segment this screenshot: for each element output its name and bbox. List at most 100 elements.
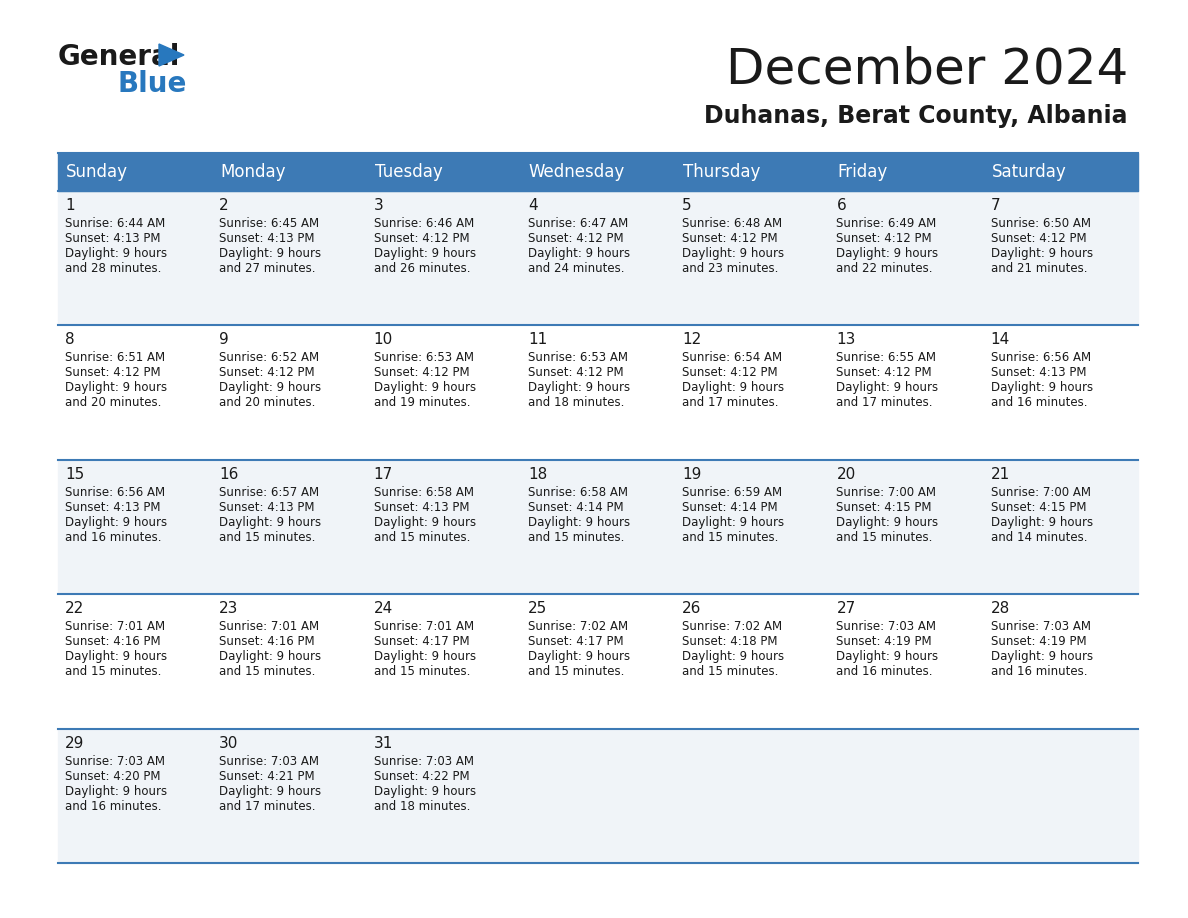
Text: and 15 minutes.: and 15 minutes. [527, 531, 624, 543]
Text: 30: 30 [220, 735, 239, 751]
Text: Sunset: 4:16 PM: Sunset: 4:16 PM [65, 635, 160, 648]
Text: 2: 2 [220, 198, 229, 213]
Text: Sunrise: 6:53 AM: Sunrise: 6:53 AM [373, 352, 474, 364]
Text: 12: 12 [682, 332, 701, 347]
Text: Sunrise: 6:48 AM: Sunrise: 6:48 AM [682, 217, 782, 230]
Text: Sunset: 4:20 PM: Sunset: 4:20 PM [65, 769, 160, 783]
Text: Sunset: 4:12 PM: Sunset: 4:12 PM [836, 366, 933, 379]
Text: and 20 minutes.: and 20 minutes. [65, 397, 162, 409]
Text: Daylight: 9 hours: Daylight: 9 hours [220, 785, 322, 798]
Text: 7: 7 [991, 198, 1000, 213]
Text: Sunrise: 6:50 AM: Sunrise: 6:50 AM [991, 217, 1091, 230]
Text: and 15 minutes.: and 15 minutes. [220, 531, 316, 543]
Text: and 16 minutes.: and 16 minutes. [991, 397, 1087, 409]
Text: Monday: Monday [220, 163, 286, 181]
Text: Sunrise: 6:45 AM: Sunrise: 6:45 AM [220, 217, 320, 230]
Text: and 14 minutes.: and 14 minutes. [991, 531, 1087, 543]
Text: Sunday: Sunday [67, 163, 128, 181]
Text: Daylight: 9 hours: Daylight: 9 hours [220, 650, 322, 663]
Text: Sunrise: 6:54 AM: Sunrise: 6:54 AM [682, 352, 782, 364]
Bar [58, 325, 1138, 460]
Text: Tuesday: Tuesday [374, 163, 442, 181]
Text: and 22 minutes.: and 22 minutes. [836, 262, 933, 275]
Text: and 15 minutes.: and 15 minutes. [836, 531, 933, 543]
Text: Daylight: 9 hours: Daylight: 9 hours [682, 650, 784, 663]
Text: and 24 minutes.: and 24 minutes. [527, 262, 625, 275]
Text: 19: 19 [682, 466, 702, 482]
Text: Wednesday: Wednesday [529, 163, 625, 181]
Text: 26: 26 [682, 601, 702, 616]
Text: and 16 minutes.: and 16 minutes. [991, 666, 1087, 678]
Text: and 28 minutes.: and 28 minutes. [65, 262, 162, 275]
Text: Daylight: 9 hours: Daylight: 9 hours [373, 247, 475, 260]
Text: 17: 17 [373, 466, 393, 482]
Text: Sunset: 4:12 PM: Sunset: 4:12 PM [65, 366, 160, 379]
Text: Sunset: 4:12 PM: Sunset: 4:12 PM [220, 366, 315, 379]
Bar [58, 153, 1138, 191]
Text: Sunset: 4:15 PM: Sunset: 4:15 PM [991, 501, 1086, 514]
Text: Blue: Blue [118, 70, 188, 98]
Text: Sunset: 4:15 PM: Sunset: 4:15 PM [836, 501, 931, 514]
Text: Daylight: 9 hours: Daylight: 9 hours [527, 247, 630, 260]
Text: Sunrise: 6:56 AM: Sunrise: 6:56 AM [65, 486, 165, 498]
Text: 16: 16 [220, 466, 239, 482]
Text: December 2024: December 2024 [726, 46, 1127, 94]
Text: and 15 minutes.: and 15 minutes. [373, 531, 470, 543]
Text: and 18 minutes.: and 18 minutes. [527, 397, 624, 409]
Text: General: General [58, 43, 181, 71]
Text: Sunrise: 6:59 AM: Sunrise: 6:59 AM [682, 486, 782, 498]
Text: Sunrise: 7:00 AM: Sunrise: 7:00 AM [991, 486, 1091, 498]
Text: Sunrise: 6:58 AM: Sunrise: 6:58 AM [373, 486, 474, 498]
Text: Sunset: 4:19 PM: Sunset: 4:19 PM [836, 635, 933, 648]
Text: Sunrise: 6:44 AM: Sunrise: 6:44 AM [65, 217, 165, 230]
Bar [58, 460, 1138, 594]
Text: 25: 25 [527, 601, 548, 616]
Text: Sunset: 4:12 PM: Sunset: 4:12 PM [527, 366, 624, 379]
Text: Sunrise: 6:51 AM: Sunrise: 6:51 AM [65, 352, 165, 364]
Text: Daylight: 9 hours: Daylight: 9 hours [682, 516, 784, 529]
Text: Sunset: 4:13 PM: Sunset: 4:13 PM [65, 501, 160, 514]
Text: and 20 minutes.: and 20 minutes. [220, 397, 316, 409]
Text: Sunrise: 7:03 AM: Sunrise: 7:03 AM [991, 621, 1091, 633]
Text: Sunset: 4:17 PM: Sunset: 4:17 PM [527, 635, 624, 648]
Text: Sunset: 4:12 PM: Sunset: 4:12 PM [991, 232, 1086, 245]
Text: Daylight: 9 hours: Daylight: 9 hours [527, 650, 630, 663]
Text: Sunrise: 6:47 AM: Sunrise: 6:47 AM [527, 217, 628, 230]
Text: Sunset: 4:13 PM: Sunset: 4:13 PM [373, 501, 469, 514]
Text: Sunset: 4:12 PM: Sunset: 4:12 PM [373, 366, 469, 379]
Text: Saturday: Saturday [992, 163, 1067, 181]
Text: Daylight: 9 hours: Daylight: 9 hours [220, 381, 322, 395]
Text: Daylight: 9 hours: Daylight: 9 hours [373, 381, 475, 395]
Text: Daylight: 9 hours: Daylight: 9 hours [991, 381, 1093, 395]
Text: 9: 9 [220, 332, 229, 347]
Text: 20: 20 [836, 466, 855, 482]
Text: Daylight: 9 hours: Daylight: 9 hours [682, 247, 784, 260]
Text: 8: 8 [65, 332, 75, 347]
Polygon shape [159, 44, 184, 66]
Text: Daylight: 9 hours: Daylight: 9 hours [373, 650, 475, 663]
Text: Daylight: 9 hours: Daylight: 9 hours [65, 247, 168, 260]
Text: 1: 1 [65, 198, 75, 213]
Text: Sunrise: 7:02 AM: Sunrise: 7:02 AM [527, 621, 628, 633]
Bar [58, 729, 1138, 863]
Text: and 16 minutes.: and 16 minutes. [65, 531, 162, 543]
Text: Daylight: 9 hours: Daylight: 9 hours [991, 247, 1093, 260]
Text: Sunrise: 6:55 AM: Sunrise: 6:55 AM [836, 352, 936, 364]
Text: Sunset: 4:13 PM: Sunset: 4:13 PM [65, 232, 160, 245]
Text: and 17 minutes.: and 17 minutes. [682, 397, 778, 409]
Text: Sunrise: 6:49 AM: Sunrise: 6:49 AM [836, 217, 936, 230]
Text: 4: 4 [527, 198, 537, 213]
Text: Sunset: 4:12 PM: Sunset: 4:12 PM [682, 232, 778, 245]
Text: Sunset: 4:14 PM: Sunset: 4:14 PM [682, 501, 778, 514]
Text: Sunset: 4:12 PM: Sunset: 4:12 PM [836, 232, 933, 245]
Text: Sunrise: 7:00 AM: Sunrise: 7:00 AM [836, 486, 936, 498]
Text: 22: 22 [65, 601, 84, 616]
Text: Thursday: Thursday [683, 163, 760, 181]
Text: and 19 minutes.: and 19 minutes. [373, 397, 470, 409]
Text: Sunset: 4:17 PM: Sunset: 4:17 PM [373, 635, 469, 648]
Text: 15: 15 [65, 466, 84, 482]
Text: Sunrise: 7:01 AM: Sunrise: 7:01 AM [65, 621, 165, 633]
Text: 14: 14 [991, 332, 1010, 347]
Text: 18: 18 [527, 466, 548, 482]
Text: Sunset: 4:13 PM: Sunset: 4:13 PM [991, 366, 1086, 379]
